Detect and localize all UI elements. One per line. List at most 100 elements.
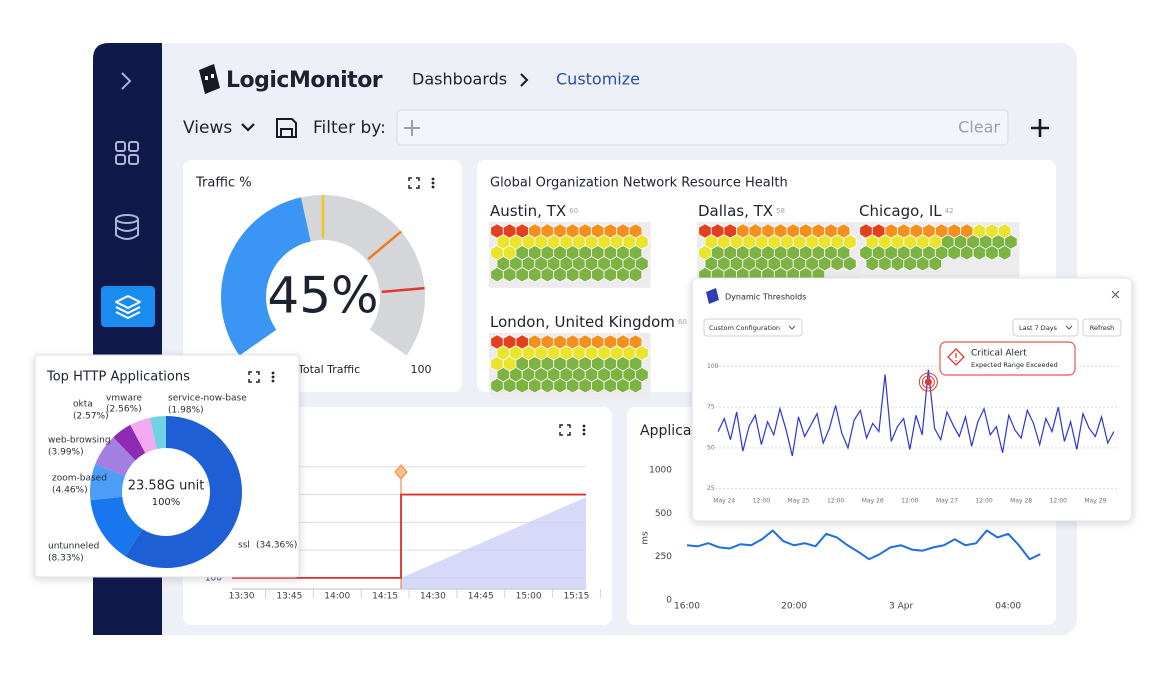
x-tick-label: 12:00: [975, 498, 992, 505]
active-nav-item[interactable]: [101, 286, 155, 327]
donut-center-sublabel: 100%: [152, 497, 181, 508]
segment-name: ssl: [238, 541, 250, 551]
card-title: Global Organization Network Resource Hea…: [490, 176, 788, 191]
y-tick-label: 100: [205, 573, 222, 583]
region-name: Austin, TX 60: [490, 202, 578, 220]
views-chevron[interactable]: [241, 123, 255, 132]
x-tick-label: 12:00: [753, 498, 770, 505]
hex: [603, 266, 618, 283]
hex: [565, 266, 580, 283]
donut-segment: [95, 437, 136, 476]
segment-value-label: (3.99%): [48, 448, 84, 458]
range-dropdown[interactable]: [1012, 318, 1079, 337]
panel-background: [691, 277, 1133, 522]
views-menu[interactable]: Views: [183, 118, 232, 138]
hex: [578, 266, 592, 283]
segment-value-label: (8.33%): [48, 554, 84, 564]
expand-icon[interactable]: [559, 424, 571, 436]
region-label: Austin, TX: [490, 202, 566, 220]
menu-icon-dot[interactable]: [431, 181, 435, 185]
hex: [628, 266, 643, 283]
http-panel: Top HTTP Applications 23.58G unit 100% ssl…: [34, 354, 300, 578]
region-label: London, United Kingdom: [490, 313, 675, 331]
hex: [515, 377, 529, 394]
donut-segment: [149, 416, 166, 449]
resources-icon[interactable]: [115, 214, 139, 240]
logo-mark: [199, 64, 220, 94]
hex: [515, 266, 529, 283]
hex: [997, 245, 1012, 261]
y-tick-label: 250: [655, 552, 672, 562]
hex: [903, 255, 917, 272]
menu-icon-dot[interactable]: [271, 371, 275, 375]
gauge-threshold: [367, 230, 402, 261]
segment-name: service-now-base: [168, 394, 247, 404]
panel-title: Dynamic Thresholds: [725, 293, 806, 302]
hex: [616, 266, 630, 283]
dashboard-widgets: 45% Total Traffic 100 Austin, TX 60 Dallas, T…: [205, 177, 1041, 612]
x-tick-label: 16:00: [674, 602, 700, 612]
x-tick-label: 15:00: [516, 592, 542, 602]
expand-icon[interactable]: [248, 371, 260, 383]
x-tick-label: May 25: [788, 498, 810, 505]
hex: [890, 255, 905, 272]
dropdown-chevron: [1065, 325, 1073, 330]
x-tick-label: 14:45: [468, 592, 494, 602]
menu-icon-dot[interactable]: [271, 375, 275, 379]
close-button[interactable]: [1111, 290, 1120, 299]
hex: [502, 377, 517, 394]
donut-center-label: 23.58G unit: [128, 479, 205, 494]
refresh-button[interactable]: [1082, 318, 1122, 337]
hex: [591, 266, 605, 283]
filter-input[interactable]: [396, 109, 1009, 146]
hex: [553, 266, 567, 283]
region-name: London, United Kingdom 60: [490, 313, 687, 331]
x-tick-label: May 26: [862, 498, 884, 505]
hex: [502, 266, 517, 283]
region-count: 58: [776, 207, 785, 215]
region-count: 60: [569, 207, 578, 215]
menu-icon-dot[interactable]: [271, 379, 275, 383]
segment-name: vmware: [106, 394, 142, 404]
menu-icon-dot[interactable]: [431, 185, 435, 189]
hex: [830, 255, 844, 272]
hex: [490, 377, 504, 394]
menu-icon-dot[interactable]: [582, 424, 586, 428]
gauge-caption: Total Traffic: [297, 363, 360, 376]
x-tick-label: 15:15: [563, 592, 589, 602]
expand-icon[interactable]: [408, 177, 420, 189]
alert-icon: [947, 348, 965, 366]
segment-name: zoom-based: [52, 474, 107, 484]
config-dropdown[interactable]: [703, 318, 803, 337]
expand-sidebar-icon[interactable]: [121, 72, 132, 90]
hex-grid: [697, 222, 859, 288]
x-tick-label: 12:00: [827, 498, 844, 505]
hex: [540, 377, 555, 394]
add-filter-icon[interactable]: [404, 120, 420, 136]
x-tick-label: 13:30: [229, 592, 255, 602]
hex: [553, 377, 567, 394]
x-tick-label: 13:45: [276, 592, 302, 602]
line: [717, 369, 1115, 457]
segment-value-label: (2.56%): [106, 405, 142, 415]
menu-icon-dot[interactable]: [582, 432, 586, 436]
dashboards-icon[interactable]: [115, 141, 139, 165]
line: [232, 493, 586, 579]
menu-icon-dot[interactable]: [582, 428, 586, 432]
save-icon[interactable]: [276, 118, 297, 138]
line: [686, 529, 1041, 561]
region-name: Chicago, IL 42: [859, 202, 954, 220]
hex: [591, 377, 605, 394]
gauge-value-label: 45%: [267, 267, 378, 325]
clear-button[interactable]: Clear: [958, 118, 1000, 137]
x-tick-label: 14:15: [372, 592, 398, 602]
x-tick-label: 20:00: [781, 602, 807, 612]
breadcrumb-link[interactable]: Dashboards: [412, 70, 507, 89]
menu-icon-dot[interactable]: [431, 177, 435, 181]
region-label: Dallas, TX: [698, 202, 773, 220]
alert-pulse: [921, 375, 935, 389]
panel-title: Top HTTP Applications: [46, 370, 190, 385]
thresholds-panel: Dynamic Thresholds Custom Configuration …: [691, 277, 1133, 522]
hex: [490, 266, 504, 283]
add-widget-icon[interactable]: [1031, 119, 1049, 137]
